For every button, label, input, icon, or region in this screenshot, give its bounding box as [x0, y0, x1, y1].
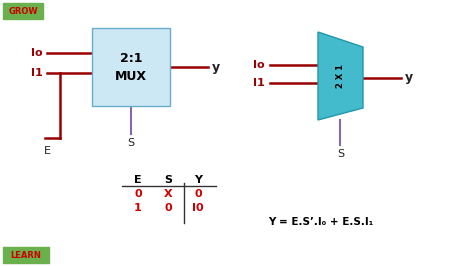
Text: Y: Y: [194, 175, 202, 185]
Text: 1: 1: [134, 203, 142, 213]
Text: GROW: GROW: [8, 6, 38, 15]
Text: Io: Io: [254, 60, 265, 70]
Text: I1: I1: [253, 78, 265, 88]
Text: Io: Io: [31, 48, 43, 58]
Text: y: y: [405, 71, 413, 84]
Text: S: S: [128, 138, 135, 148]
Text: E: E: [134, 175, 142, 185]
Text: MUX: MUX: [115, 69, 147, 82]
Text: LEARN: LEARN: [10, 251, 41, 260]
FancyBboxPatch shape: [92, 28, 170, 106]
FancyBboxPatch shape: [3, 247, 49, 263]
Text: S: S: [164, 175, 172, 185]
Text: I1: I1: [31, 68, 43, 78]
Text: 2 X 1: 2 X 1: [336, 64, 345, 88]
Text: I0: I0: [192, 203, 204, 213]
Text: S: S: [337, 149, 344, 159]
Text: X: X: [164, 189, 173, 199]
Text: E: E: [44, 146, 51, 156]
Text: 0: 0: [194, 189, 202, 199]
Text: Y = E.S’.I₀ + E.S.I₁: Y = E.S’.I₀ + E.S.I₁: [268, 217, 373, 227]
Text: 2:1: 2:1: [120, 52, 142, 64]
Text: 0: 0: [164, 203, 172, 213]
Text: 0: 0: [134, 189, 142, 199]
Polygon shape: [318, 32, 363, 120]
FancyBboxPatch shape: [3, 3, 43, 19]
Text: y: y: [212, 60, 220, 73]
